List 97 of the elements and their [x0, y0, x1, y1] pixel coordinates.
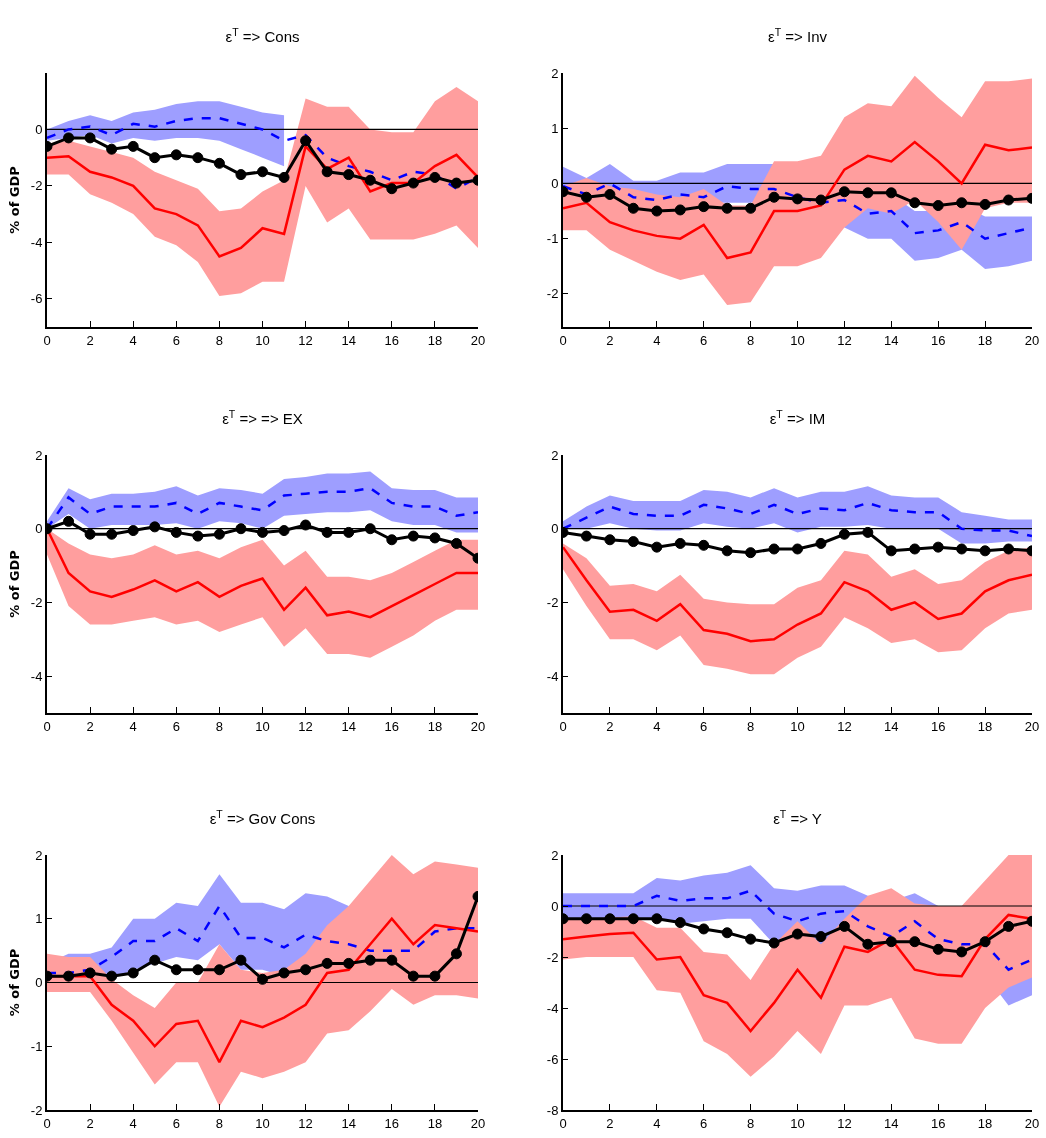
y-tick-label: -8 [546, 1102, 559, 1118]
y-tick-label: 0 [35, 121, 43, 137]
x-tick-label: 4 [653, 332, 661, 348]
y-tick-label: -1 [546, 231, 559, 247]
x-tick-label: 10 [255, 718, 270, 734]
x-tick-label: 2 [86, 718, 94, 734]
x-tick-label: 2 [86, 332, 94, 348]
x-tick-label: 8 [746, 332, 755, 348]
x-tick-label: 8 [215, 1115, 224, 1131]
x-tick-label: 4 [653, 718, 661, 734]
x-tick-label: 16 [930, 718, 946, 734]
y-tick-label: -4 [30, 234, 43, 250]
x-tick-label: 4 [653, 1115, 661, 1131]
y-tick-label: -4 [546, 668, 559, 684]
x-tick-label: 20 [1024, 718, 1040, 734]
x-tick-label: 8 [215, 332, 224, 348]
y-tick-label: 1 [551, 120, 559, 136]
y-tick-label: -2 [546, 594, 559, 610]
x-tick-label: 6 [700, 718, 708, 734]
x-tick-label: 16 [930, 332, 946, 348]
x-tick-label: 6 [172, 718, 180, 734]
y-tick-label: -2 [30, 1102, 43, 1118]
x-tick-label: 6 [172, 332, 180, 348]
x-tick-label: 20 [470, 332, 486, 348]
y-tick-label: -2 [546, 286, 559, 302]
y-tick-label: 0 [551, 521, 559, 537]
x-tick-label: 12 [837, 1115, 852, 1131]
x-tick-label: 20 [470, 1115, 486, 1131]
y-tick-label: 2 [35, 847, 43, 863]
x-tick-label: 14 [341, 1115, 356, 1131]
y-tick-label: 1 [35, 911, 43, 927]
x-tick-label: 10 [790, 332, 805, 348]
y-tick-label: 2 [551, 447, 559, 463]
x-tick-label: 2 [606, 1115, 614, 1131]
x-tick-label: 18 [977, 718, 993, 734]
y-tick-label: 0 [35, 975, 43, 991]
y-axis-title: % of GDP [7, 550, 23, 618]
x-tick-label: 16 [384, 718, 400, 734]
y-tick-label: -2 [30, 594, 43, 610]
x-tick-label: 14 [884, 332, 899, 348]
x-tick-label: 18 [977, 332, 993, 348]
x-tick-label: 20 [1024, 332, 1040, 348]
x-tick-label: 14 [341, 332, 356, 348]
y-axis-title: % of GDP [7, 948, 23, 1017]
x-tick-label: 14 [884, 1115, 899, 1131]
x-tick-label: 2 [606, 332, 614, 348]
x-tick-label: 18 [427, 332, 443, 348]
x-tick-label: 6 [172, 1115, 180, 1131]
x-tick-label: 20 [1024, 1115, 1040, 1131]
y-tick-label: -6 [546, 1051, 559, 1067]
y-tick-label: -2 [546, 949, 559, 965]
x-tick-label: 8 [746, 1115, 755, 1131]
chart-title: ε$^{T}$ => Cons [225, 25, 300, 46]
y-axis-title: % of GDP [7, 166, 23, 234]
x-tick-label: 4 [129, 718, 137, 734]
x-tick-label: 12 [837, 332, 852, 348]
x-tick-label: 12 [837, 718, 852, 734]
chart-title: ε$^{T}$ => Y [773, 807, 822, 828]
x-tick-label: 14 [341, 718, 356, 734]
y-tick-label: 0 [551, 175, 559, 191]
chart-title: ε$^{T}$ => IM [769, 407, 826, 428]
y-tick-label: -4 [30, 668, 43, 684]
x-tick-label: 8 [746, 718, 755, 734]
y-tick-label: 0 [35, 521, 43, 537]
x-tick-label: 4 [129, 332, 137, 348]
x-tick-label: 12 [298, 332, 313, 348]
x-tick-label: 10 [790, 718, 805, 734]
y-tick-label: -2 [30, 178, 43, 194]
x-tick-label: 2 [86, 1115, 94, 1131]
y-tick-label: -6 [30, 291, 43, 307]
x-tick-label: 6 [700, 1115, 708, 1131]
x-tick-label: 2 [606, 718, 614, 734]
x-tick-label: 18 [977, 1115, 993, 1131]
x-tick-label: 6 [700, 332, 708, 348]
x-tick-label: 12 [298, 1115, 313, 1131]
y-tick-label: 2 [35, 447, 43, 463]
y-tick-label: -1 [30, 1038, 43, 1054]
x-tick-label: 4 [129, 1115, 137, 1131]
chart-title: ε$^{T}$ => Inv [768, 25, 828, 46]
x-tick-label: 12 [298, 718, 313, 734]
x-tick-label: 18 [427, 1115, 443, 1131]
x-tick-label: 18 [427, 718, 443, 734]
x-tick-label: 8 [215, 718, 224, 734]
y-tick-label: 0 [551, 898, 559, 914]
x-tick-label: 14 [884, 718, 899, 734]
x-tick-label: 10 [255, 1115, 270, 1131]
y-tick-label: -4 [546, 1000, 559, 1016]
y-tick-label: 2 [551, 847, 559, 863]
x-tick-label: 16 [384, 1115, 400, 1131]
x-tick-label: 16 [930, 1115, 946, 1131]
x-tick-label: 10 [790, 1115, 805, 1131]
chart-title: ε$^{T}$ => Gov Cons [209, 807, 316, 828]
x-tick-label: 16 [384, 332, 400, 348]
x-tick-label: 10 [255, 332, 270, 348]
x-tick-label: 20 [470, 718, 486, 734]
chart-title: ε$^{T}$ => => EX [222, 407, 303, 428]
y-tick-label: 2 [551, 65, 559, 81]
